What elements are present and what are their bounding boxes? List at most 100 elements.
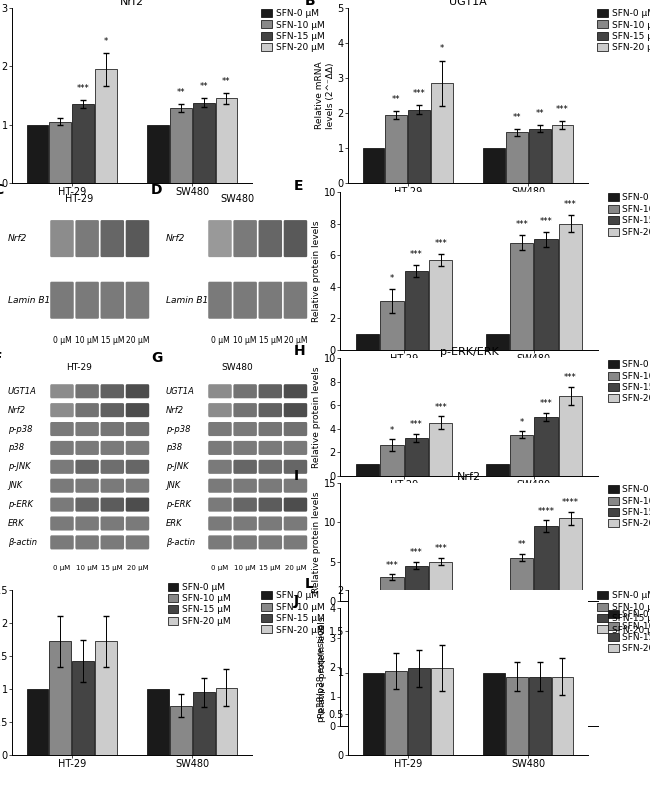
Bar: [552, 677, 573, 755]
Text: ***: ***: [77, 84, 90, 93]
Bar: [95, 641, 116, 755]
FancyBboxPatch shape: [283, 517, 307, 531]
Text: B: B: [305, 0, 315, 8]
FancyBboxPatch shape: [208, 282, 232, 319]
Bar: [27, 125, 48, 183]
FancyBboxPatch shape: [101, 422, 124, 436]
FancyBboxPatch shape: [101, 517, 124, 531]
Text: 20 μM: 20 μM: [283, 336, 307, 345]
Text: Lamin B1: Lamin B1: [8, 296, 50, 305]
Bar: [385, 115, 407, 183]
Text: 20 μM: 20 μM: [285, 565, 306, 571]
FancyBboxPatch shape: [101, 535, 124, 549]
Text: ***: ***: [540, 217, 552, 226]
FancyBboxPatch shape: [233, 441, 257, 455]
Text: **: **: [513, 113, 521, 122]
FancyBboxPatch shape: [259, 460, 282, 474]
FancyBboxPatch shape: [50, 479, 73, 493]
FancyBboxPatch shape: [101, 403, 124, 417]
Text: **: **: [392, 94, 400, 104]
Text: **: **: [200, 82, 208, 91]
FancyBboxPatch shape: [50, 282, 73, 319]
Text: Nrf2: Nrf2: [8, 234, 27, 243]
Legend: SFN-0 μM, SFN-10 μM, SFN-15 μM, SFN-20 μM: SFN-0 μM, SFN-10 μM, SFN-15 μM, SFN-20 μ…: [608, 360, 650, 403]
FancyBboxPatch shape: [101, 441, 124, 455]
Bar: [170, 108, 192, 183]
Bar: [356, 593, 379, 601]
Text: Nrf2: Nrf2: [166, 406, 184, 414]
FancyBboxPatch shape: [283, 535, 307, 549]
Text: J: J: [294, 593, 299, 608]
Title: Nrf2: Nrf2: [120, 0, 144, 7]
Text: 20 μM: 20 μM: [125, 336, 150, 345]
Text: p-JNK: p-JNK: [8, 462, 31, 471]
Text: G: G: [151, 351, 162, 365]
Text: *: *: [568, 630, 573, 639]
Text: 0 μM: 0 μM: [211, 565, 229, 571]
FancyBboxPatch shape: [75, 460, 99, 474]
FancyBboxPatch shape: [283, 220, 307, 257]
FancyBboxPatch shape: [50, 517, 73, 531]
FancyBboxPatch shape: [75, 479, 99, 493]
Text: p-JNK: p-JNK: [166, 462, 188, 471]
FancyBboxPatch shape: [75, 282, 99, 319]
Text: p38: p38: [166, 444, 182, 452]
Bar: [484, 673, 505, 755]
FancyBboxPatch shape: [101, 282, 124, 319]
Text: ***: ***: [434, 239, 447, 247]
Bar: [534, 239, 558, 350]
FancyBboxPatch shape: [233, 517, 257, 531]
Text: Nrf2: Nrf2: [166, 234, 185, 243]
FancyBboxPatch shape: [125, 498, 150, 512]
Text: p-p38: p-p38: [8, 425, 32, 433]
Bar: [216, 688, 237, 755]
FancyBboxPatch shape: [125, 479, 150, 493]
Text: **: **: [177, 88, 185, 97]
X-axis label: Nrf2 in the nucleus: Nrf2 in the nucleus: [421, 199, 515, 209]
FancyBboxPatch shape: [208, 498, 232, 512]
FancyBboxPatch shape: [75, 498, 99, 512]
Text: ***: ***: [564, 199, 577, 209]
Text: ***: ***: [434, 403, 447, 411]
FancyBboxPatch shape: [259, 498, 282, 512]
Text: 10 μM: 10 μM: [75, 336, 99, 345]
Text: *: *: [414, 638, 419, 647]
Bar: [486, 334, 509, 350]
Text: *: *: [519, 418, 524, 427]
FancyBboxPatch shape: [208, 479, 232, 493]
Bar: [559, 224, 582, 350]
Bar: [380, 445, 404, 476]
Text: 10 μM: 10 μM: [234, 565, 256, 571]
Text: *: *: [544, 654, 548, 663]
FancyBboxPatch shape: [208, 517, 232, 531]
Bar: [529, 129, 551, 183]
FancyBboxPatch shape: [208, 403, 232, 417]
FancyBboxPatch shape: [125, 422, 150, 436]
Bar: [380, 670, 404, 726]
Text: SW480: SW480: [221, 363, 253, 372]
Bar: [49, 122, 71, 183]
FancyBboxPatch shape: [259, 403, 282, 417]
FancyBboxPatch shape: [125, 535, 150, 549]
Text: C: C: [0, 183, 3, 196]
Text: 15 μM: 15 μM: [259, 565, 281, 571]
FancyBboxPatch shape: [259, 479, 282, 493]
Bar: [534, 673, 558, 726]
FancyBboxPatch shape: [259, 220, 282, 257]
FancyBboxPatch shape: [208, 460, 232, 474]
Bar: [405, 566, 428, 601]
Text: SW480: SW480: [220, 195, 254, 204]
Text: ****: ****: [562, 498, 579, 507]
Bar: [552, 126, 573, 183]
Bar: [193, 103, 214, 183]
Text: *: *: [390, 425, 394, 435]
Text: 10 μM: 10 μM: [76, 565, 98, 571]
Bar: [356, 696, 379, 726]
FancyBboxPatch shape: [233, 422, 257, 436]
Text: *: *: [439, 45, 444, 53]
Text: JNK: JNK: [8, 481, 22, 490]
Text: ***: ***: [410, 549, 422, 557]
FancyBboxPatch shape: [101, 498, 124, 512]
FancyBboxPatch shape: [125, 384, 150, 398]
FancyBboxPatch shape: [233, 403, 257, 417]
